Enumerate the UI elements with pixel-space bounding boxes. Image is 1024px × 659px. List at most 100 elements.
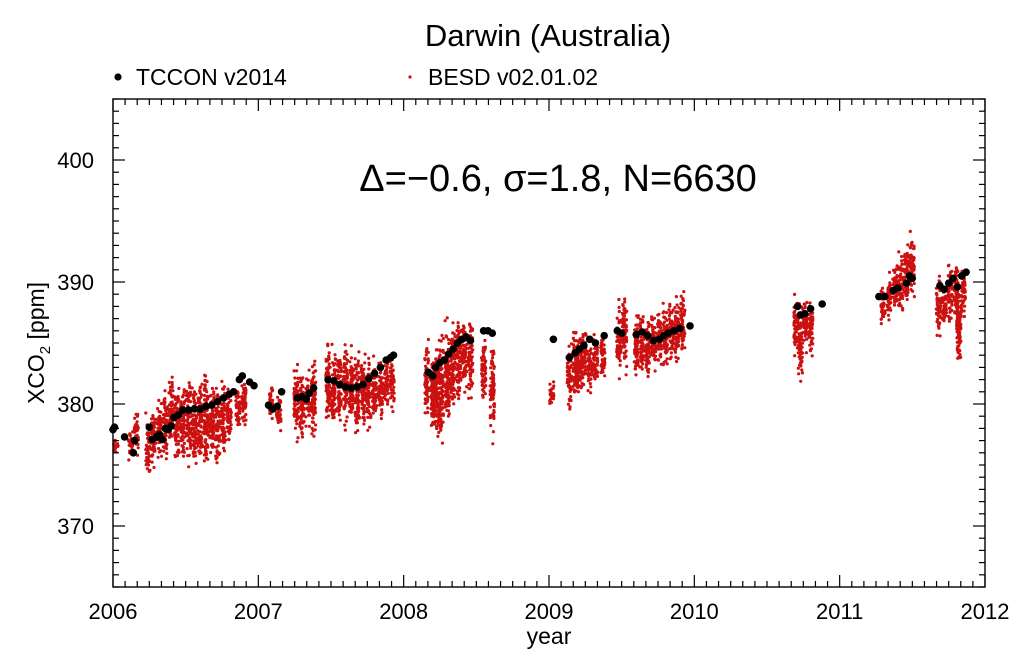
besd-point bbox=[445, 316, 449, 320]
besd-point bbox=[492, 366, 496, 370]
besd-point bbox=[314, 369, 318, 373]
besd-point bbox=[391, 377, 395, 381]
besd-point bbox=[800, 368, 804, 372]
besd-point bbox=[310, 408, 314, 412]
besd-point bbox=[349, 378, 353, 382]
besd-point bbox=[357, 416, 361, 420]
besd-point bbox=[589, 363, 593, 367]
besd-point bbox=[572, 331, 576, 335]
besd-point bbox=[665, 357, 669, 361]
besd-point bbox=[390, 383, 394, 387]
besd-point bbox=[440, 395, 445, 400]
besd-point bbox=[311, 371, 315, 375]
besd-point bbox=[225, 413, 230, 417]
besd-point bbox=[157, 398, 161, 402]
besd-point bbox=[193, 402, 198, 406]
besd-point bbox=[446, 376, 450, 381]
besd-point bbox=[313, 359, 317, 363]
besd-point bbox=[351, 394, 355, 398]
besd-point bbox=[200, 417, 204, 421]
besd-point bbox=[113, 449, 117, 453]
besd-point bbox=[426, 395, 430, 399]
besd-point bbox=[384, 370, 388, 374]
besd-point bbox=[664, 348, 669, 352]
besd-point bbox=[190, 413, 194, 417]
besd-point bbox=[189, 438, 193, 442]
besd-point bbox=[182, 388, 186, 392]
besd-point bbox=[659, 347, 664, 351]
besd-point bbox=[586, 356, 590, 360]
besd-point bbox=[431, 380, 435, 384]
besd-point bbox=[431, 361, 435, 365]
besd-point bbox=[617, 340, 621, 344]
besd-point bbox=[808, 343, 812, 347]
besd-point bbox=[354, 366, 358, 370]
besd-point bbox=[491, 356, 495, 360]
besd-point bbox=[436, 434, 440, 438]
besd-point bbox=[211, 420, 215, 424]
besd-point bbox=[208, 424, 213, 429]
besd-point bbox=[189, 446, 193, 450]
besd-point bbox=[434, 413, 438, 417]
besd-point bbox=[453, 376, 457, 380]
besd-point bbox=[491, 397, 495, 401]
besd-point bbox=[810, 339, 814, 343]
besd-point bbox=[469, 325, 473, 329]
besd-point bbox=[153, 447, 157, 451]
besd-point bbox=[135, 433, 139, 437]
besd-point bbox=[362, 367, 366, 371]
besd-point bbox=[900, 269, 904, 273]
besd-point bbox=[639, 353, 643, 358]
besd-point bbox=[621, 317, 625, 321]
besd-point bbox=[677, 344, 681, 348]
besd-point bbox=[236, 416, 240, 420]
besd-point bbox=[187, 399, 191, 403]
besd-point bbox=[644, 365, 648, 369]
besd-point bbox=[800, 341, 805, 345]
besd-point bbox=[298, 424, 302, 428]
besd-point bbox=[356, 397, 360, 401]
besd-point bbox=[901, 306, 905, 310]
besd-point bbox=[189, 430, 193, 434]
besd-point bbox=[156, 455, 160, 459]
besd-point bbox=[468, 368, 472, 372]
besd-point bbox=[157, 446, 161, 451]
besd-point bbox=[424, 393, 428, 397]
besd-point bbox=[658, 353, 662, 357]
besd-point bbox=[595, 345, 600, 350]
besd-point bbox=[210, 428, 214, 432]
besd-point bbox=[912, 281, 916, 286]
besd-point bbox=[185, 447, 189, 451]
besd-point bbox=[905, 254, 909, 258]
besd-point bbox=[150, 460, 154, 464]
besd-point bbox=[353, 401, 357, 405]
besd-point bbox=[145, 432, 149, 436]
besd-point bbox=[144, 411, 148, 415]
besd-point bbox=[935, 333, 939, 337]
besd-point bbox=[200, 445, 204, 449]
besd-point bbox=[623, 318, 628, 322]
besd-point bbox=[603, 361, 607, 365]
besd-point bbox=[892, 303, 897, 307]
besd-point bbox=[623, 300, 627, 304]
besd-point bbox=[333, 368, 337, 372]
besd-point bbox=[681, 297, 685, 301]
besd-point bbox=[911, 289, 915, 293]
besd-point bbox=[551, 397, 556, 401]
besd-point bbox=[426, 410, 430, 415]
besd-point bbox=[911, 256, 915, 260]
besd-point bbox=[227, 431, 232, 435]
besd-point bbox=[905, 297, 909, 302]
besd-point bbox=[174, 402, 178, 406]
besd-point bbox=[592, 365, 596, 370]
besd-point bbox=[882, 314, 886, 319]
besd-point bbox=[480, 358, 484, 362]
besd-point bbox=[357, 371, 361, 375]
besd-point bbox=[171, 389, 175, 393]
besd-point bbox=[222, 446, 226, 450]
besd-point bbox=[204, 447, 208, 451]
besd-point bbox=[634, 341, 638, 345]
besd-point bbox=[304, 424, 308, 428]
besd-point bbox=[351, 367, 355, 372]
besd-point bbox=[194, 454, 198, 458]
